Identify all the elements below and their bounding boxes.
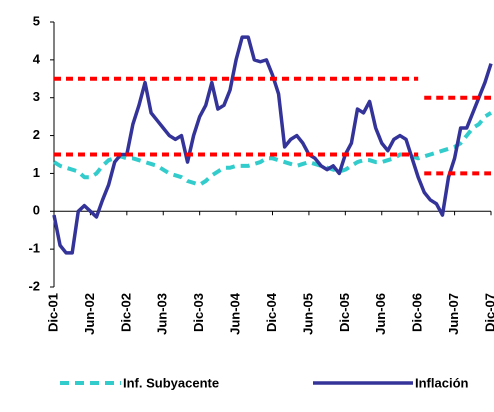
y-tick-label: 5 — [33, 13, 40, 28]
line-series — [52, 35, 493, 255]
y-tick-label: -1 — [28, 241, 40, 256]
x-tick-label: Jun-07 — [446, 293, 461, 335]
y-tick-label: -2 — [28, 278, 40, 293]
y-tick-label: 3 — [33, 89, 40, 104]
y-tick-label: 4 — [33, 51, 41, 66]
x-tick-label: Dic-02 — [118, 293, 133, 332]
x-tick-label: Jun-03 — [155, 293, 170, 335]
y-tick-label: 2 — [33, 127, 40, 142]
line-series — [52, 111, 493, 187]
x-tick-label: Jun-06 — [373, 293, 388, 335]
legend-label: Inf. Subyacente — [123, 375, 219, 390]
x-tick-label: Dic-05 — [337, 293, 352, 332]
x-tick-label: Dic-07 — [482, 293, 494, 332]
x-tick-label: Jun-04 — [228, 292, 243, 335]
y-tick-label: 1 — [33, 165, 40, 180]
x-tick-label: Jun-05 — [300, 293, 315, 335]
x-tick-label: Dic-04 — [264, 292, 279, 332]
x-tick-label: Dic-06 — [410, 293, 425, 332]
legend-label: Inflación — [415, 375, 469, 390]
x-tick-label: Dic-01 — [45, 293, 60, 332]
y-tick-label: 0 — [33, 203, 40, 218]
x-tick-label: Dic-03 — [191, 293, 206, 332]
x-tick-label: Jun-02 — [82, 293, 97, 335]
